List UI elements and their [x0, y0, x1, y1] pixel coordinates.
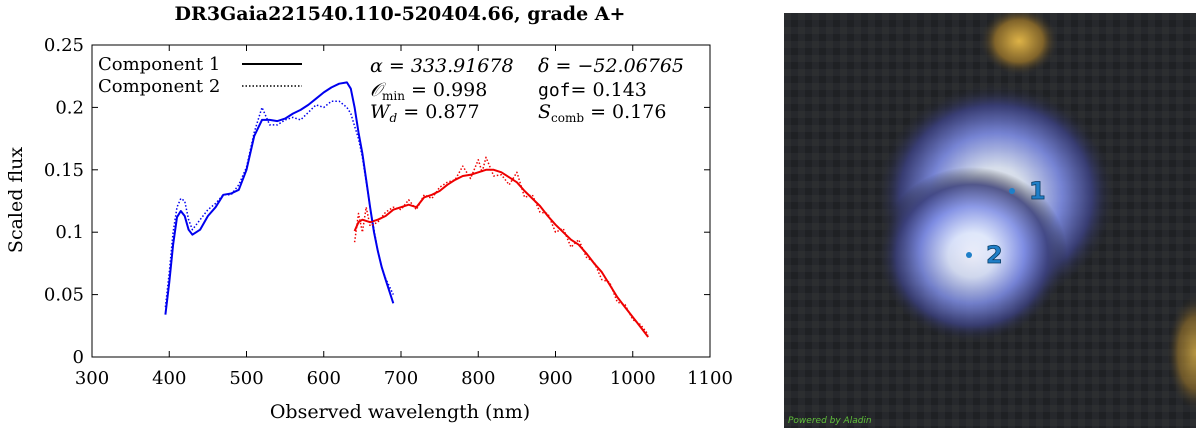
annotation-omin: 𝒪min = 0.998	[370, 79, 487, 103]
sky-image-panel: 1 2 Powered by Aladin	[784, 13, 1196, 428]
edge-star-glow	[1166, 293, 1196, 413]
series-2-blue-line	[164, 100, 394, 308]
x-tick-label: 900	[538, 368, 572, 389]
y-axis-ticks: 0 0.05 0.1 0.15 0.2 0.25	[44, 35, 710, 368]
source-1-label: 1	[1029, 177, 1046, 206]
source-1-marker	[1009, 188, 1015, 194]
spectrum-chart: DR3Gaia221540.110-520404.66, grade A+ 30…	[5, 3, 733, 423]
y-axis-label: Scaled flux	[5, 147, 27, 253]
chart-title: DR3Gaia221540.110-520404.66, grade A+	[175, 3, 626, 25]
source-2-label: 2	[986, 241, 1003, 270]
series-2-red-line	[353, 156, 649, 335]
sky-image	[784, 13, 1196, 428]
x-axis-label: Observed wavelength (nm)	[270, 401, 530, 423]
neighbor-star-glow	[979, 13, 1059, 76]
x-tick-label: 800	[461, 368, 495, 389]
y-tick-label: 0.1	[55, 222, 84, 243]
y-tick-label: 0.15	[44, 160, 84, 181]
x-tick-label: 1100	[687, 368, 733, 389]
series-1-red-line	[353, 168, 649, 338]
x-tick-label: 500	[229, 368, 263, 389]
annotation-alpha: α = 333.91678	[370, 55, 514, 77]
legend-label-component-2: Component 2	[98, 76, 220, 97]
series-1-blue-line	[164, 81, 395, 315]
fit-annotations: α = 333.91678 δ = −52.06765 𝒪min = 0.998…	[370, 55, 684, 125]
x-tick-label: 1000	[610, 368, 656, 389]
y-tick-label: 0.05	[44, 285, 84, 306]
y-tick-label: 0.2	[55, 97, 84, 118]
annotation-gof: gof= 0.143	[538, 79, 647, 101]
source-glow-2	[877, 167, 1067, 343]
x-tick-label: 400	[152, 368, 186, 389]
aladin-credit: Powered by Aladin	[788, 416, 872, 426]
x-tick-label: 700	[384, 368, 418, 389]
x-tick-label: 300	[75, 368, 109, 389]
annotation-scomb: Scomb = 0.176	[538, 101, 666, 125]
x-tick-label: 600	[307, 368, 341, 389]
series-layer	[164, 81, 649, 338]
y-tick-label: 0.25	[44, 35, 84, 56]
legend-label-component-1: Component 1	[98, 54, 220, 75]
legend: Component 1 Component 2	[98, 54, 302, 97]
annotation-wd: Wd = 0.877	[370, 101, 480, 125]
y-tick-label: 0	[73, 347, 84, 368]
x-axis-ticks: 300 400 500 600 700 800 900 1000 1100	[75, 45, 733, 389]
annotation-delta: δ = −52.06765	[538, 55, 684, 77]
source-2-marker	[966, 252, 972, 258]
